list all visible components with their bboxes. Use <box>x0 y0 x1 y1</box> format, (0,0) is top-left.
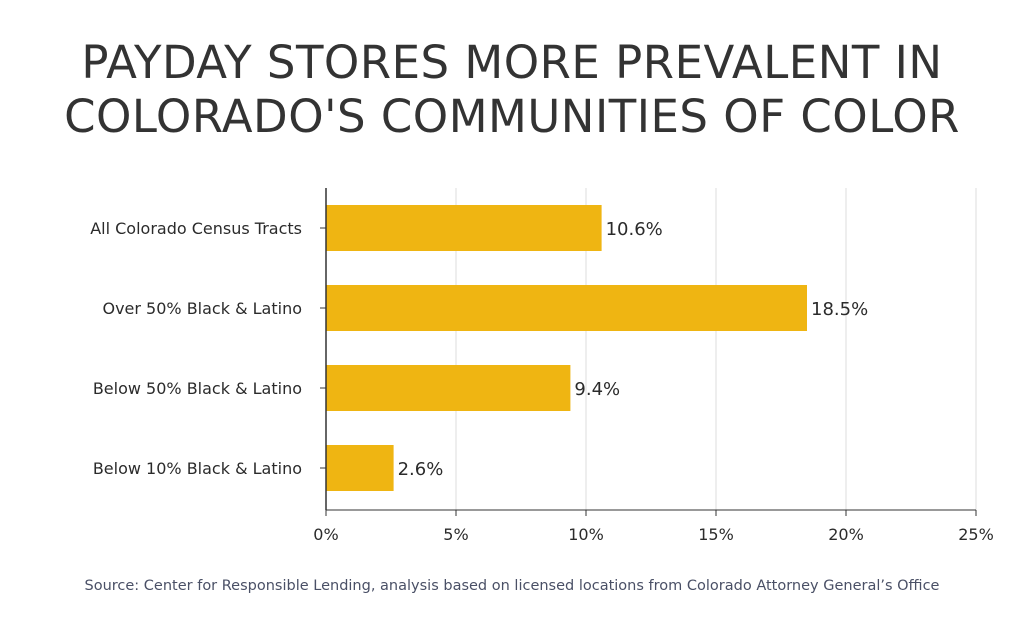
value-label: 18.5% <box>811 299 868 320</box>
labels: 0% 5% 10% 15% 20% 25% All Colorado Census Trac… <box>90 219 994 544</box>
category-label: Below 10% Black & Latino <box>93 459 302 478</box>
x-tick-label: 20% <box>828 525 864 544</box>
x-tick-label: 15% <box>698 525 734 544</box>
x-tick-label: 10% <box>568 525 604 544</box>
bar <box>326 205 602 251</box>
category-label: Below 50% Black & Latino <box>93 379 302 398</box>
x-tick-label: 5% <box>443 525 468 544</box>
value-label: 9.4% <box>574 379 620 400</box>
value-label: 2.6% <box>398 459 444 480</box>
bar <box>326 365 571 411</box>
bar <box>326 445 394 491</box>
chart-title: PAYDAY STORES MORE PREVALENT IN COLORADO… <box>0 36 1024 144</box>
x-tick-label: 25% <box>958 525 994 544</box>
category-label: Over 50% Black & Latino <box>102 299 302 318</box>
chart-title-line-1: PAYDAY STORES MORE PREVALENT IN <box>81 36 943 89</box>
category-label: All Colorado Census Tracts <box>90 219 302 238</box>
bar <box>326 285 807 331</box>
chart-title-line-2: COLORADO'S COMMUNITIES OF COLOR <box>64 90 960 143</box>
source-note: Source: Center for Responsible Lending, … <box>84 578 940 594</box>
value-label: 10.6% <box>606 219 663 240</box>
x-tick-label: 0% <box>313 525 338 544</box>
bars <box>326 205 807 491</box>
axes <box>320 188 977 516</box>
